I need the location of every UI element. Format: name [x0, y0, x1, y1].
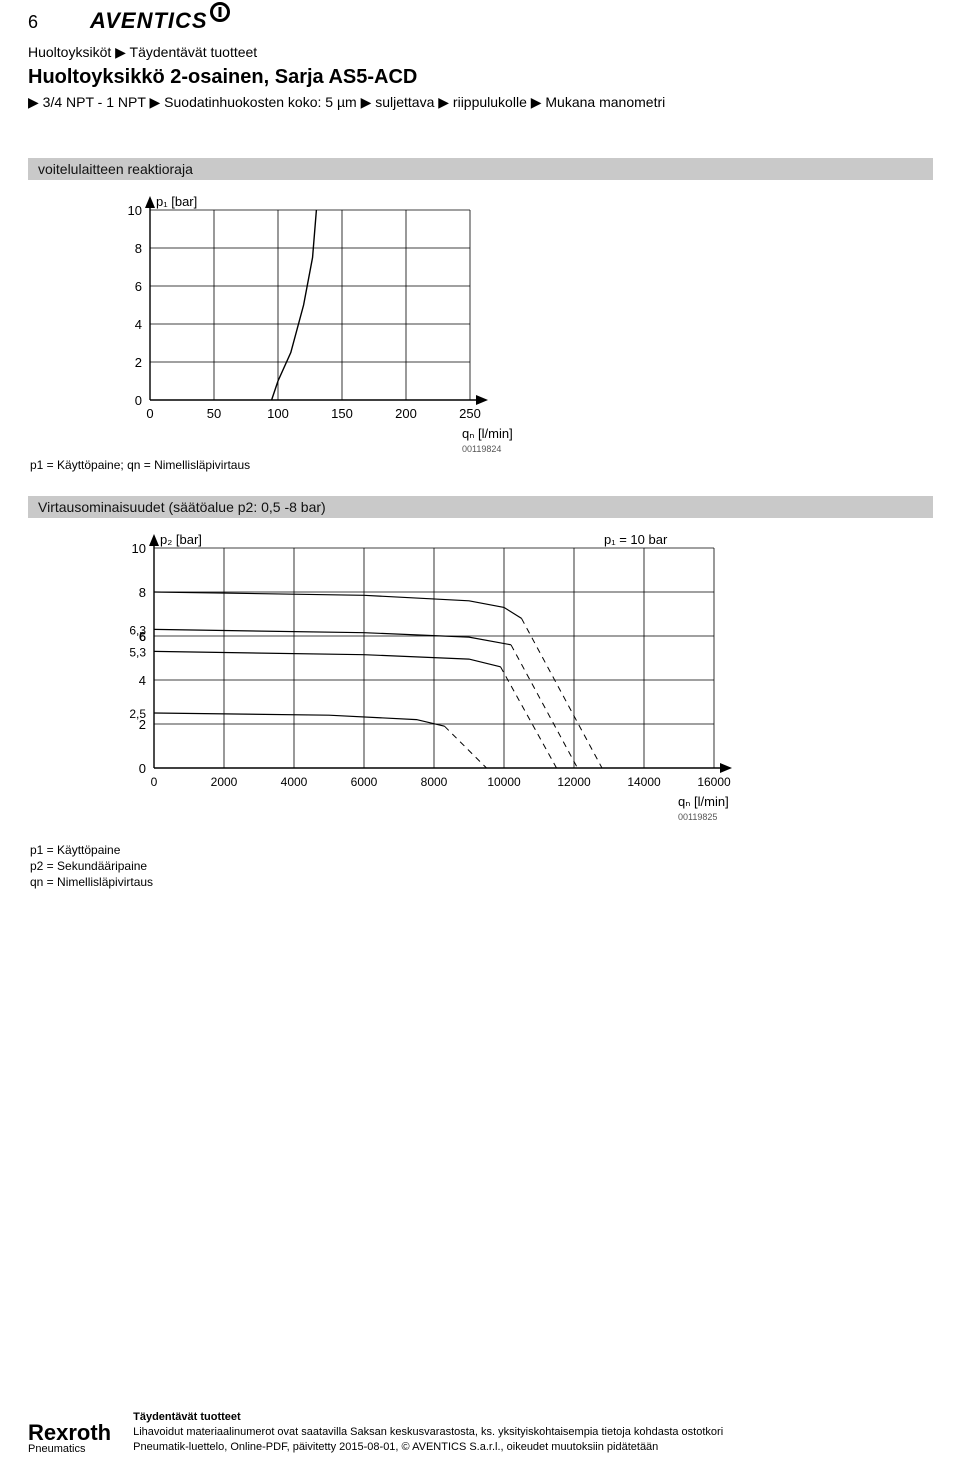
svg-text:0: 0 — [146, 406, 153, 421]
footer-logo-sub: Pneumatics — [28, 1445, 111, 1455]
svg-text:2: 2 — [135, 355, 142, 370]
subtitle: ▶ 3/4 NPT - 1 NPT ▶ Suodatinhuokosten ko… — [28, 94, 665, 111]
svg-text:10000: 10000 — [487, 775, 521, 789]
svg-text:10: 10 — [128, 203, 142, 218]
svg-text:4: 4 — [139, 673, 146, 688]
svg-text:6000: 6000 — [351, 775, 378, 789]
page-title: Huoltoyksikkö 2-osainen, Sarja AS5-ACD — [28, 66, 417, 89]
chart-1-caption: p1 = Käyttöpaine; qn = Nimellisläpivirta… — [30, 458, 250, 472]
svg-text:150: 150 — [331, 406, 353, 421]
footer-text: Täydentävät tuotteet Lihavoidut materiaa… — [133, 1410, 723, 1455]
svg-text:200: 200 — [395, 406, 417, 421]
svg-text:8: 8 — [139, 585, 146, 600]
caption-line: p1 = Käyttöpaine — [30, 842, 153, 858]
svg-text:2,5: 2,5 — [129, 707, 146, 721]
svg-text:5,3: 5,3 — [129, 645, 146, 659]
svg-text:12000: 12000 — [557, 775, 591, 789]
svg-text:4: 4 — [135, 317, 142, 332]
svg-text:16000: 16000 — [697, 775, 731, 789]
svg-text:4000: 4000 — [281, 775, 308, 789]
chart-2-caption: p1 = Käyttöpaine p2 = Sekundääripaine qn… — [30, 842, 153, 891]
footer-line: Pneumatik-luettelo, Online-PDF, päivitet… — [133, 1441, 658, 1453]
svg-text:p₁ = 10 bar: p₁ = 10 bar — [604, 532, 668, 547]
svg-text:6,3: 6,3 — [129, 623, 146, 637]
chart-1: 0 50 100 150 200 250 0 2 4 6 8 10 p₁ [bar] qₙ [l/min]… — [90, 186, 590, 459]
brand-text: AVENTICS — [90, 8, 208, 34]
footer-logo: Rexroth Pneumatics — [28, 1423, 111, 1455]
svg-text:0: 0 — [135, 393, 142, 408]
svg-text:p₁ [bar]: p₁ [bar] — [156, 194, 197, 209]
footer-logo-main: Rexroth — [28, 1420, 111, 1445]
brand-logo: AVENTICS — [90, 8, 230, 34]
section-header-2: Virtausominaisuudet (säätöalue p2: 0,5 -… — [28, 496, 933, 518]
breadcrumb: Huoltoyksiköt ▶ Täydentävät tuotteet — [28, 44, 257, 61]
svg-text:p₂ [bar]: p₂ [bar] — [160, 532, 202, 547]
svg-text:qₙ [l/min]: qₙ [l/min] — [678, 794, 729, 809]
svg-text:10: 10 — [132, 541, 146, 556]
chart-2-svg: 0200040006000800010000120001400016000024… — [90, 524, 850, 834]
chart-2: 0200040006000800010000120001400016000024… — [90, 524, 850, 837]
chart-1-svg: 0 50 100 150 200 250 0 2 4 6 8 10 p₁ [bar] qₙ [l/min]… — [90, 186, 590, 456]
svg-text:00119825: 00119825 — [678, 812, 717, 822]
svg-text:qₙ [l/min]: qₙ [l/min] — [462, 426, 513, 441]
svg-text:6: 6 — [135, 279, 142, 294]
footer-line: Lihavoidut materiaalinumerot ovat saatav… — [133, 1426, 723, 1438]
svg-text:0: 0 — [139, 761, 146, 776]
section-header-1: voitelulaitteen reaktioraja — [28, 158, 933, 180]
svg-text:8: 8 — [135, 241, 142, 256]
caption-line: p2 = Sekundääripaine — [30, 858, 153, 874]
brand-mark-icon — [210, 2, 230, 22]
page-footer: Rexroth Pneumatics Täydentävät tuotteet … — [28, 1410, 932, 1455]
footer-title: Täydentävät tuotteet — [133, 1410, 723, 1425]
svg-text:0: 0 — [151, 775, 158, 789]
svg-text:8000: 8000 — [421, 775, 448, 789]
svg-text:50: 50 — [207, 406, 221, 421]
svg-text:100: 100 — [267, 406, 289, 421]
svg-text:14000: 14000 — [627, 775, 661, 789]
svg-text:00119824: 00119824 — [462, 444, 501, 454]
svg-text:250: 250 — [459, 406, 481, 421]
svg-text:2000: 2000 — [211, 775, 238, 789]
caption-line: qn = Nimellisläpivirtaus — [30, 874, 153, 890]
page-number: 6 — [28, 12, 38, 33]
